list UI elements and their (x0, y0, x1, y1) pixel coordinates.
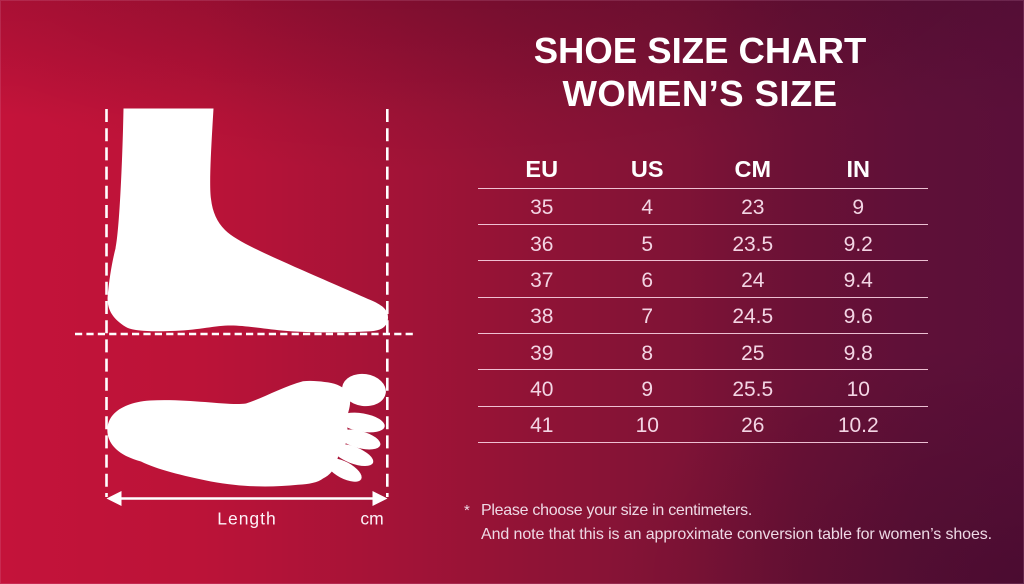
svg-text:cm: cm (360, 509, 383, 529)
svg-text:Length: Length (217, 509, 277, 529)
